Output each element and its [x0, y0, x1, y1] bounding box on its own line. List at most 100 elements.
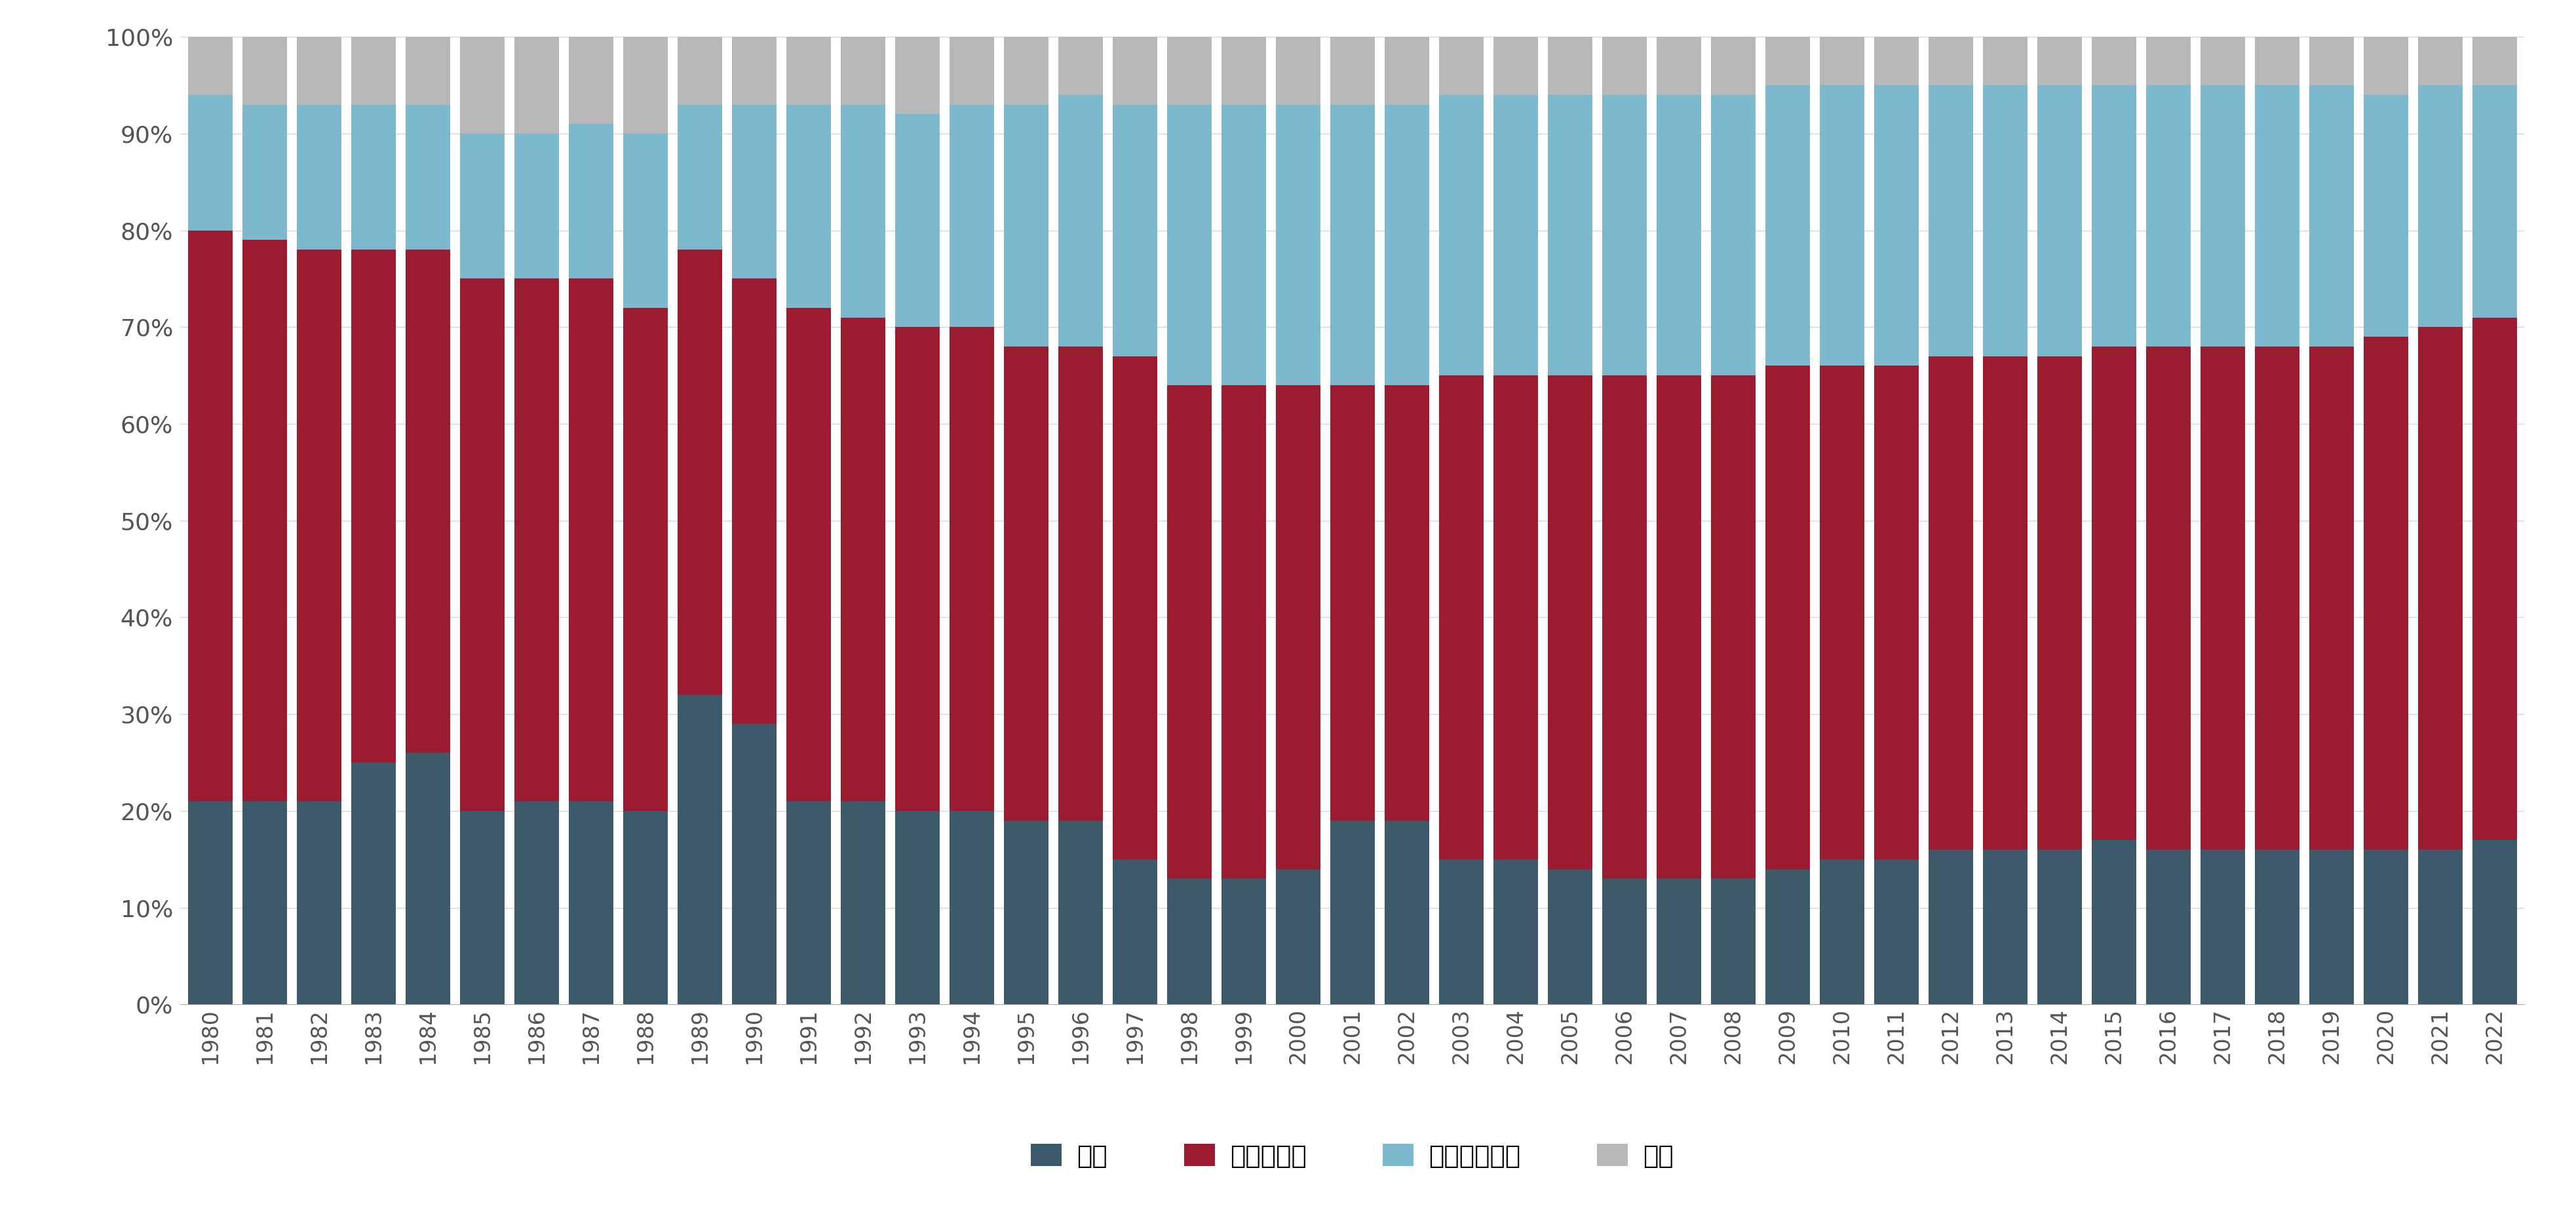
Bar: [188, 801, 232, 1004]
Bar: [1819, 37, 1865, 86]
Bar: [1819, 366, 1865, 860]
Bar: [1548, 37, 1592, 94]
Bar: [515, 134, 559, 279]
Bar: [2200, 850, 2244, 1004]
Bar: [404, 104, 451, 250]
Bar: [1656, 94, 1700, 376]
Bar: [461, 279, 505, 811]
Bar: [350, 104, 397, 250]
Bar: [242, 37, 286, 104]
Bar: [2092, 37, 2136, 86]
Bar: [1602, 94, 1646, 376]
Bar: [1929, 86, 1973, 356]
Bar: [1765, 37, 1811, 86]
Bar: [1221, 37, 1265, 104]
Bar: [1329, 37, 1376, 104]
Bar: [1494, 376, 1538, 860]
Bar: [2419, 327, 2463, 850]
Bar: [1005, 104, 1048, 347]
Bar: [2473, 37, 2517, 86]
Bar: [188, 94, 232, 230]
Bar: [1005, 347, 1048, 821]
Legend: 證券, 現金及存款, 保險及退休金, 其他: 證券, 現金及存款, 保險及退休金, 其他: [1020, 1133, 1685, 1180]
Bar: [1383, 385, 1430, 821]
Bar: [569, 801, 613, 1004]
Bar: [242, 801, 286, 1004]
Bar: [1329, 821, 1376, 1004]
Bar: [1929, 850, 1973, 1004]
Bar: [732, 104, 775, 279]
Bar: [1656, 376, 1700, 878]
Bar: [2038, 356, 2081, 850]
Bar: [1494, 37, 1538, 94]
Bar: [1275, 104, 1321, 385]
Bar: [1329, 385, 1376, 821]
Bar: [1984, 37, 2027, 86]
Bar: [1765, 869, 1811, 1004]
Bar: [786, 37, 832, 104]
Bar: [1440, 860, 1484, 1004]
Bar: [1656, 878, 1700, 1004]
Bar: [1329, 104, 1376, 385]
Bar: [2092, 840, 2136, 1004]
Bar: [296, 104, 340, 250]
Bar: [2254, 86, 2300, 347]
Bar: [2419, 86, 2463, 327]
Bar: [1383, 821, 1430, 1004]
Bar: [1005, 821, 1048, 1004]
Bar: [1383, 104, 1430, 385]
Bar: [242, 104, 286, 240]
Bar: [1873, 366, 1919, 860]
Bar: [1873, 860, 1919, 1004]
Bar: [1221, 385, 1265, 878]
Bar: [1113, 860, 1157, 1004]
Bar: [1548, 94, 1592, 376]
Bar: [1167, 878, 1211, 1004]
Bar: [515, 279, 559, 801]
Bar: [2473, 840, 2517, 1004]
Bar: [732, 724, 775, 1004]
Bar: [2254, 850, 2300, 1004]
Bar: [569, 124, 613, 279]
Bar: [1819, 86, 1865, 366]
Bar: [1059, 347, 1103, 821]
Bar: [2200, 86, 2244, 347]
Bar: [677, 695, 721, 1004]
Bar: [1221, 878, 1265, 1004]
Bar: [461, 134, 505, 279]
Bar: [2365, 94, 2409, 337]
Bar: [1873, 37, 1919, 86]
Bar: [1167, 385, 1211, 878]
Bar: [1113, 356, 1157, 860]
Bar: [786, 307, 832, 801]
Bar: [2308, 850, 2354, 1004]
Bar: [1059, 37, 1103, 94]
Bar: [840, 104, 886, 317]
Bar: [894, 37, 940, 114]
Bar: [951, 327, 994, 811]
Bar: [1275, 385, 1321, 869]
Bar: [350, 762, 397, 1004]
Bar: [1710, 878, 1754, 1004]
Bar: [1383, 37, 1430, 104]
Bar: [296, 801, 340, 1004]
Bar: [350, 37, 397, 104]
Bar: [1656, 37, 1700, 94]
Bar: [2419, 850, 2463, 1004]
Bar: [840, 801, 886, 1004]
Bar: [1710, 376, 1754, 878]
Bar: [951, 104, 994, 327]
Bar: [1494, 860, 1538, 1004]
Bar: [2092, 347, 2136, 840]
Bar: [1440, 94, 1484, 376]
Bar: [2146, 347, 2190, 850]
Bar: [1710, 94, 1754, 376]
Bar: [242, 240, 286, 801]
Bar: [2200, 37, 2244, 86]
Bar: [1059, 821, 1103, 1004]
Bar: [840, 317, 886, 801]
Bar: [1602, 37, 1646, 94]
Bar: [1275, 37, 1321, 104]
Bar: [1113, 37, 1157, 104]
Bar: [1710, 37, 1754, 94]
